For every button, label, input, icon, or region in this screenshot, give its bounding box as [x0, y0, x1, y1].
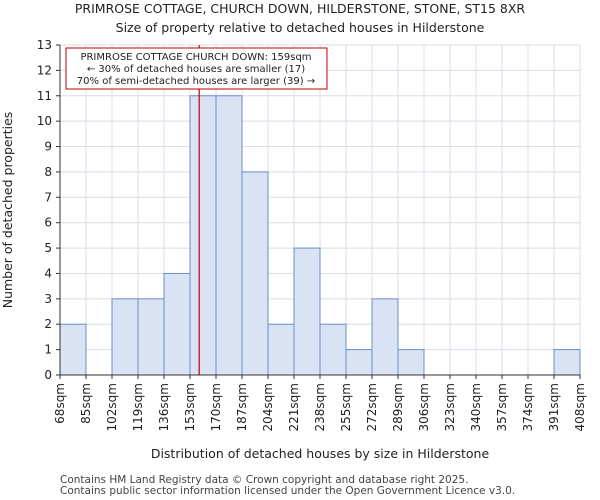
y-tick-label-7: 7 [44, 190, 52, 204]
y-tick-label-6: 6 [44, 216, 52, 230]
annotation-line-1: PRIMROSE COTTAGE CHURCH DOWN: 159sqm [80, 52, 311, 63]
bar-10 [319, 323, 347, 376]
footer-line-1: Contains HM Land Registry data © Crown c… [60, 474, 468, 486]
y-tick-label-13: 13 [37, 38, 52, 52]
x-tick-label-18: 374sqm [521, 383, 535, 431]
annotation-line-3: 70% of semi-detached houses are larger (… [77, 76, 315, 87]
x-tick-label-11: 255sqm [339, 383, 353, 431]
x-tick-label-20: 408sqm [573, 383, 587, 431]
bar-12 [371, 298, 399, 376]
chart-subtitle: Size of property relative to detached ho… [116, 20, 485, 35]
x-tick-label-17: 357sqm [495, 383, 509, 431]
bar-9 [293, 247, 321, 376]
x-tick-label-3: 119sqm [131, 383, 145, 431]
y-tick-label-4: 4 [44, 266, 52, 280]
x-tick-label-15: 323sqm [443, 383, 457, 431]
annotation-border [65, 47, 328, 90]
bar-5 [189, 95, 217, 376]
annotation-box: PRIMROSE COTTAGE CHURCH DOWN: 159sqm ← 3… [65, 47, 328, 90]
x-tick-label-16: 340sqm [469, 383, 483, 431]
bar-2 [111, 298, 139, 376]
y-tick-label-9: 9 [44, 140, 52, 154]
y-axis-label: Number of detached properties [0, 112, 15, 309]
y-tick-label-8: 8 [44, 165, 52, 179]
y-tick-label-10: 10 [37, 114, 52, 128]
x-tick-label-7: 187sqm [235, 383, 249, 431]
y-tick-label-2: 2 [44, 317, 52, 331]
bar-11 [345, 349, 373, 376]
y-tick-label-11: 11 [37, 89, 52, 103]
bar-19 [553, 349, 581, 376]
x-tick-label-0: 68sqm [53, 383, 67, 424]
bar-7 [241, 171, 269, 376]
x-tick-label-9: 221sqm [287, 383, 301, 431]
x-tick-label-4: 136sqm [157, 383, 171, 431]
bar-3 [137, 298, 165, 376]
y-tick-label-1: 1 [44, 343, 52, 357]
bar-8 [267, 323, 295, 376]
x-tick-labels: 68sqm 85sqm 102sqm 119sqm 136sqm 153sqm 170sqm… [53, 375, 587, 431]
x-tick-label-12: 272sqm [365, 383, 379, 431]
x-tick-label-1: 85sqm [79, 383, 93, 424]
x-tick-label-5: 153sqm [183, 383, 197, 431]
bars [59, 95, 581, 376]
y-tick-label-3: 3 [44, 292, 52, 306]
x-tick-label-14: 306sqm [417, 383, 431, 431]
footer-line-2: Contains public sector information licen… [60, 485, 515, 497]
bar-6 [215, 95, 243, 376]
x-tick-label-6: 170sqm [209, 383, 223, 431]
x-tick-label-13: 289sqm [391, 383, 405, 431]
x-tick-label-19: 391sqm [547, 383, 561, 431]
x-tick-label-10: 238sqm [313, 383, 327, 431]
bar-4 [163, 272, 191, 376]
bar-13 [397, 349, 425, 376]
x-tick-label-2: 102sqm [105, 383, 119, 431]
y-tick-label-5: 5 [44, 241, 52, 255]
y-tick-label-0: 0 [44, 368, 52, 382]
x-axis-label: Distribution of detached houses by size … [151, 446, 490, 461]
chart-title: PRIMROSE COTTAGE, CHURCH DOWN, HILDERSTO… [75, 1, 526, 16]
y-tick-label-12: 12 [37, 63, 52, 77]
bar-0 [59, 323, 87, 376]
x-tick-label-8: 204sqm [261, 383, 275, 431]
annotation-line-2: ← 30% of detached houses are smaller (17… [87, 64, 305, 75]
